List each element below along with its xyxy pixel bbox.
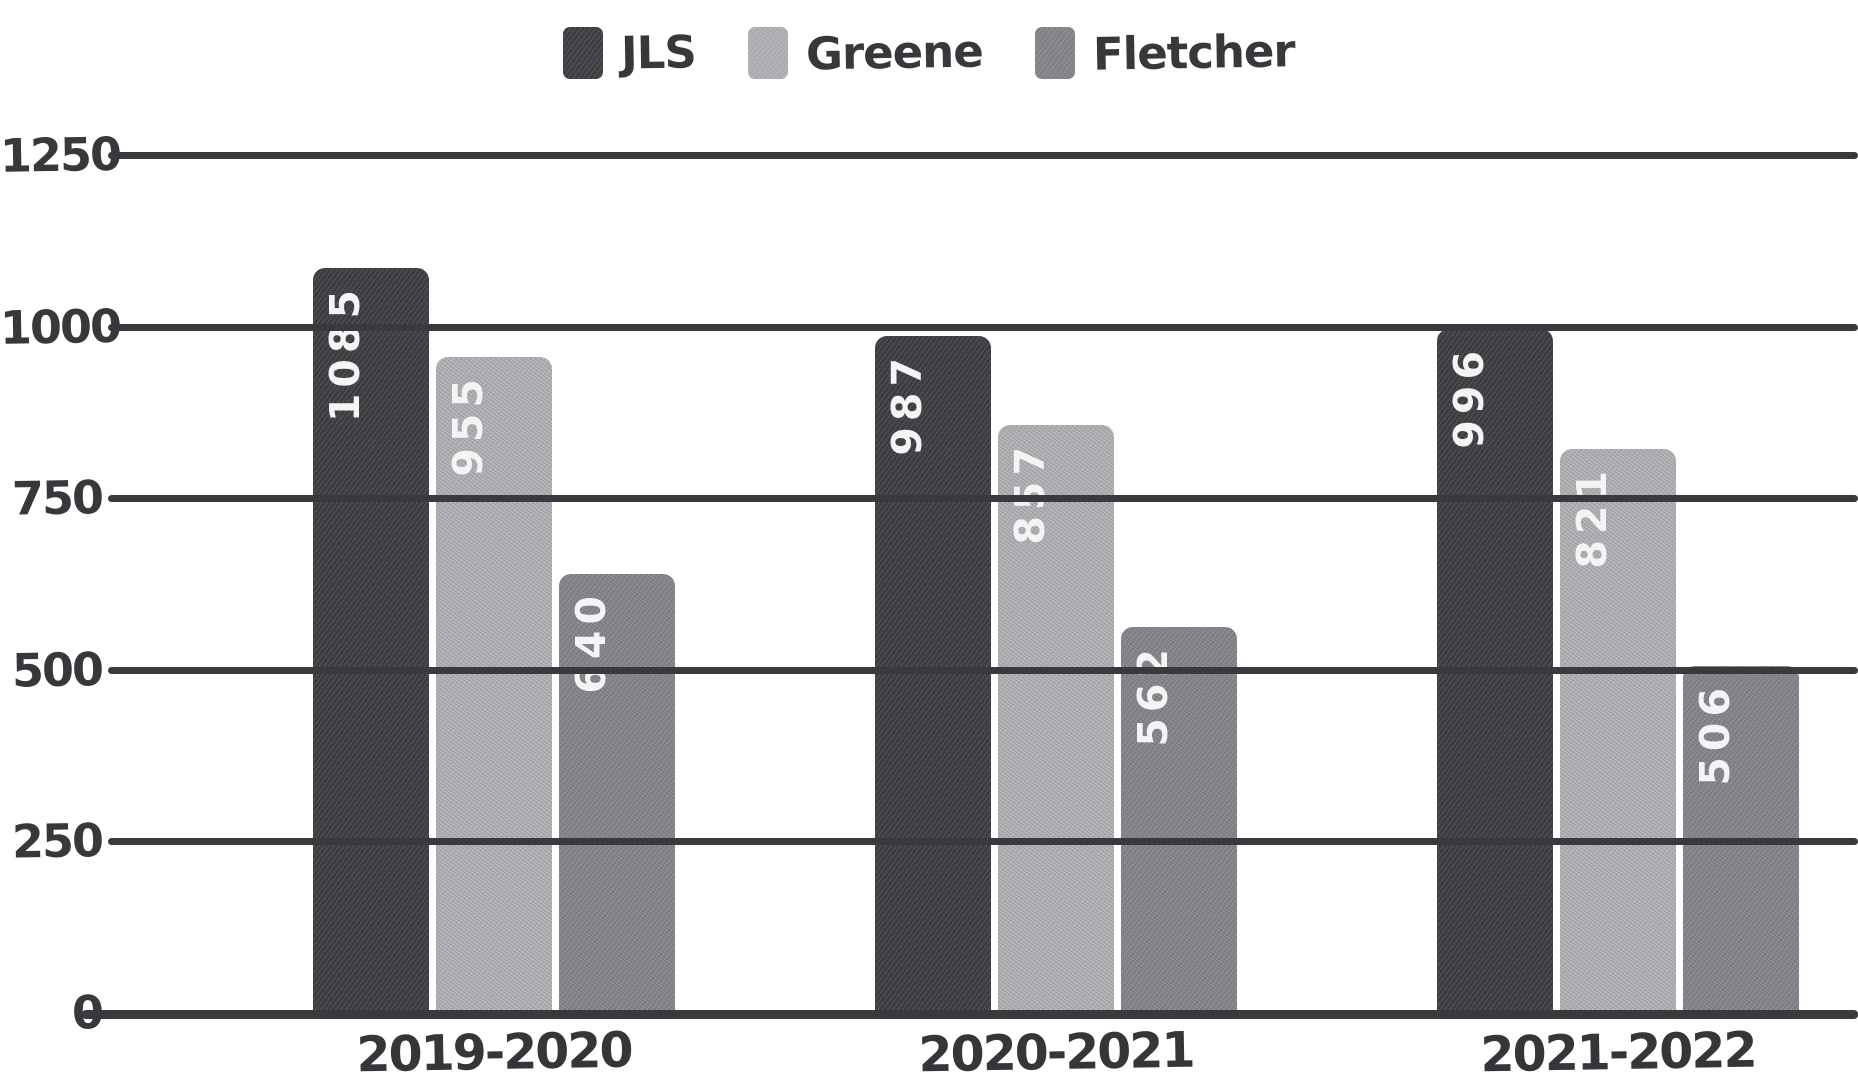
legend-item-jls: JLS [563, 25, 697, 80]
bar-fletcher-2019-2020: 640 [559, 574, 675, 1013]
legend-label: Fletcher [1092, 24, 1296, 81]
legend-label: Greene [805, 24, 984, 81]
legend-swatch-fletcher [1034, 26, 1075, 79]
bar-value-label: 987 [883, 352, 931, 456]
y-axis-tick-label: 750 [11, 470, 103, 526]
chart-legend: JLS Greene Fletcher [0, 24, 1858, 81]
x-axis-category-label: 2021-2022 [1479, 1021, 1757, 1083]
bar-value-label: 996 [1445, 345, 1493, 449]
bar-greene-2020-2021: 857 [998, 425, 1114, 1013]
bar-value-label: 640 [567, 590, 615, 694]
y-axis-tick-label: 250 [11, 813, 103, 870]
y-axis-tick-label: 1000 [0, 298, 121, 355]
y-axis-tick-label: 500 [11, 641, 103, 698]
x-axis-category-label: 2020-2021 [917, 1021, 1195, 1083]
legend-item-greene: Greene [748, 24, 984, 81]
bar-greene-2019-2020: 955 [436, 357, 552, 1013]
bar-value-label: 1085 [321, 284, 369, 423]
legend-label: JLS [620, 25, 697, 80]
bar-fletcher-2020-2021: 562 [1121, 627, 1237, 1013]
bar-value-label: 506 [1691, 682, 1739, 786]
bar-value-label: 821 [1568, 465, 1616, 569]
legend-swatch-greene [748, 26, 789, 79]
legend-swatch-jls [563, 26, 604, 79]
bar-jls-2019-2020: 1085 [313, 268, 429, 1013]
gridline-0 [82, 1010, 1858, 1019]
y-axis-tick-label: 1250 [0, 126, 121, 183]
bar-value-label: 857 [1006, 441, 1054, 545]
y-axis-tick-label: 0 [71, 985, 103, 1040]
x-axis-category-label: 2019-2020 [355, 1021, 633, 1083]
gridline-250 [108, 838, 1858, 846]
gridline-500 [108, 666, 1858, 674]
legend-item-fletcher: Fletcher [1034, 24, 1296, 81]
bar-greene-2021-2022: 821 [1560, 449, 1676, 1013]
gridline-750 [108, 495, 1858, 503]
gridline-1000 [108, 323, 1858, 331]
bar-value-label: 562 [1129, 643, 1177, 747]
bar-jls-2020-2021: 987 [875, 336, 991, 1013]
gridline-1250 [108, 152, 1858, 159]
bar-value-label: 955 [444, 373, 492, 477]
